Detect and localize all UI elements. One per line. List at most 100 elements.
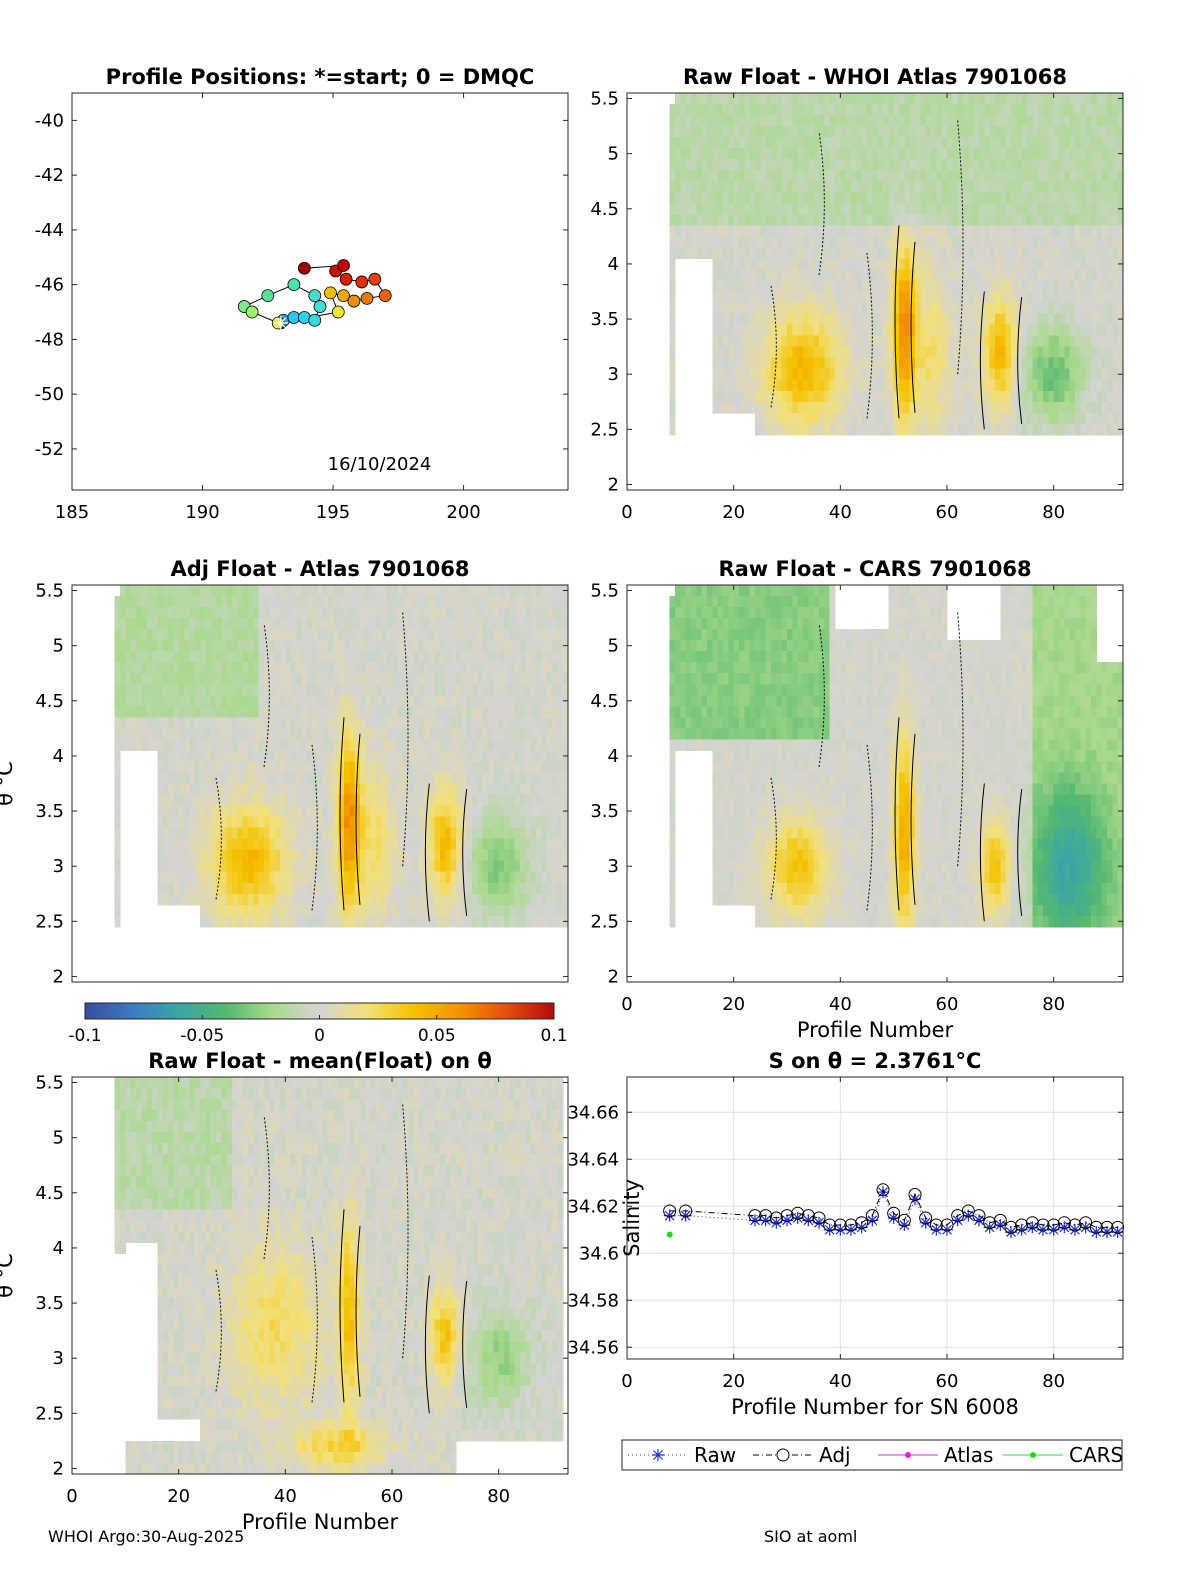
heat-cell bbox=[856, 214, 863, 226]
heat-cell bbox=[349, 640, 356, 652]
heat-cell bbox=[162, 805, 169, 818]
heat-cell bbox=[1069, 346, 1076, 359]
heat-cell bbox=[317, 915, 324, 928]
heat-cell bbox=[445, 783, 452, 796]
heat-cell bbox=[701, 214, 708, 226]
heat-cell bbox=[370, 739, 377, 752]
heat-cell bbox=[232, 772, 238, 785]
heat-cell bbox=[1053, 93, 1060, 105]
heat-cell bbox=[338, 596, 345, 608]
heat-cell bbox=[963, 401, 969, 414]
heat-cell bbox=[920, 192, 927, 204]
heat-cell bbox=[157, 585, 164, 597]
heat-cell bbox=[845, 302, 852, 315]
heat-cell bbox=[691, 225, 697, 237]
heat-cell bbox=[242, 783, 249, 796]
heat-cell bbox=[162, 629, 169, 641]
heat-cell bbox=[1043, 335, 1049, 348]
heat-cell bbox=[184, 596, 190, 608]
heat-cell bbox=[381, 618, 388, 630]
heat-cell bbox=[402, 640, 409, 652]
heat-cell bbox=[888, 280, 895, 293]
heat-cell bbox=[744, 93, 751, 105]
heat-cell bbox=[322, 640, 329, 652]
heat-cell bbox=[344, 651, 350, 663]
heat-cell bbox=[925, 104, 932, 116]
heat-cell bbox=[669, 423, 676, 436]
heat-cell bbox=[344, 684, 350, 696]
heat-cell bbox=[344, 739, 350, 752]
heat-cell bbox=[184, 816, 190, 829]
heat-cell bbox=[189, 893, 196, 906]
heat-cell bbox=[445, 695, 452, 707]
heat-cell bbox=[493, 651, 500, 663]
heat-cell bbox=[824, 115, 831, 127]
heat-cell bbox=[963, 412, 969, 425]
heat-cell bbox=[328, 915, 334, 928]
heat-cell bbox=[717, 93, 724, 105]
heat-cell bbox=[322, 585, 329, 597]
heat-cell bbox=[509, 882, 516, 895]
heat-cell bbox=[1021, 280, 1028, 293]
heat-cell bbox=[194, 838, 201, 851]
heat-cell bbox=[1043, 192, 1049, 204]
heat-cell bbox=[1069, 247, 1076, 260]
heat-cell bbox=[1021, 357, 1028, 370]
heat-cell bbox=[488, 882, 494, 895]
heat-cell bbox=[733, 203, 740, 215]
heat-cell bbox=[808, 390, 815, 403]
heat-cell bbox=[226, 783, 233, 796]
heat-cell bbox=[210, 695, 217, 707]
heat-cell bbox=[498, 618, 505, 630]
heat-cell bbox=[402, 618, 409, 630]
heat-cell bbox=[424, 640, 430, 652]
heat-cell bbox=[178, 827, 185, 840]
heat-cell bbox=[888, 148, 895, 160]
heat-cell bbox=[989, 346, 996, 359]
heat-cell bbox=[979, 236, 985, 248]
heat-cell bbox=[312, 684, 318, 696]
heat-cell bbox=[957, 247, 964, 260]
heat-cell bbox=[365, 607, 372, 619]
heat-cell bbox=[952, 313, 959, 326]
heat-cell bbox=[504, 717, 510, 729]
heat-cell bbox=[184, 739, 190, 752]
heat-cell bbox=[915, 313, 921, 326]
heat-cell bbox=[1027, 115, 1033, 127]
heat-cell bbox=[253, 695, 260, 707]
heat-cell bbox=[835, 93, 841, 105]
heat-cell bbox=[845, 126, 852, 138]
heat-cell bbox=[877, 368, 884, 381]
heat-cell bbox=[472, 904, 478, 917]
heat-cell bbox=[963, 93, 969, 105]
heat-cell bbox=[328, 640, 334, 652]
heat-cell bbox=[979, 214, 985, 226]
heat-cell bbox=[856, 258, 863, 271]
heat-cell bbox=[285, 860, 292, 873]
heat-cell bbox=[498, 838, 505, 851]
heat-cell bbox=[258, 662, 265, 674]
heat-cell bbox=[760, 170, 767, 182]
heat-cell bbox=[306, 629, 313, 641]
heat-cell bbox=[883, 291, 889, 304]
heat-cell bbox=[509, 750, 516, 763]
heat-cell bbox=[867, 170, 873, 182]
heat-cell bbox=[386, 662, 393, 674]
heat-cell bbox=[915, 280, 921, 293]
heat-cell bbox=[813, 115, 820, 127]
heat-cell bbox=[760, 159, 767, 171]
heat-cell bbox=[995, 291, 1001, 304]
heat-cell bbox=[264, 684, 270, 696]
heat-cell bbox=[952, 291, 959, 304]
heat-cell bbox=[472, 871, 478, 884]
heat-cell bbox=[797, 236, 804, 248]
heat-cell bbox=[397, 695, 404, 707]
heat-cell bbox=[424, 739, 430, 752]
heat-cell bbox=[968, 258, 975, 271]
heat-cell bbox=[899, 181, 905, 193]
heat-cell bbox=[450, 618, 457, 630]
heat-cell bbox=[669, 137, 676, 149]
heat-cell bbox=[194, 871, 201, 884]
heat-cell bbox=[461, 772, 468, 785]
heat-cell bbox=[1064, 302, 1071, 315]
